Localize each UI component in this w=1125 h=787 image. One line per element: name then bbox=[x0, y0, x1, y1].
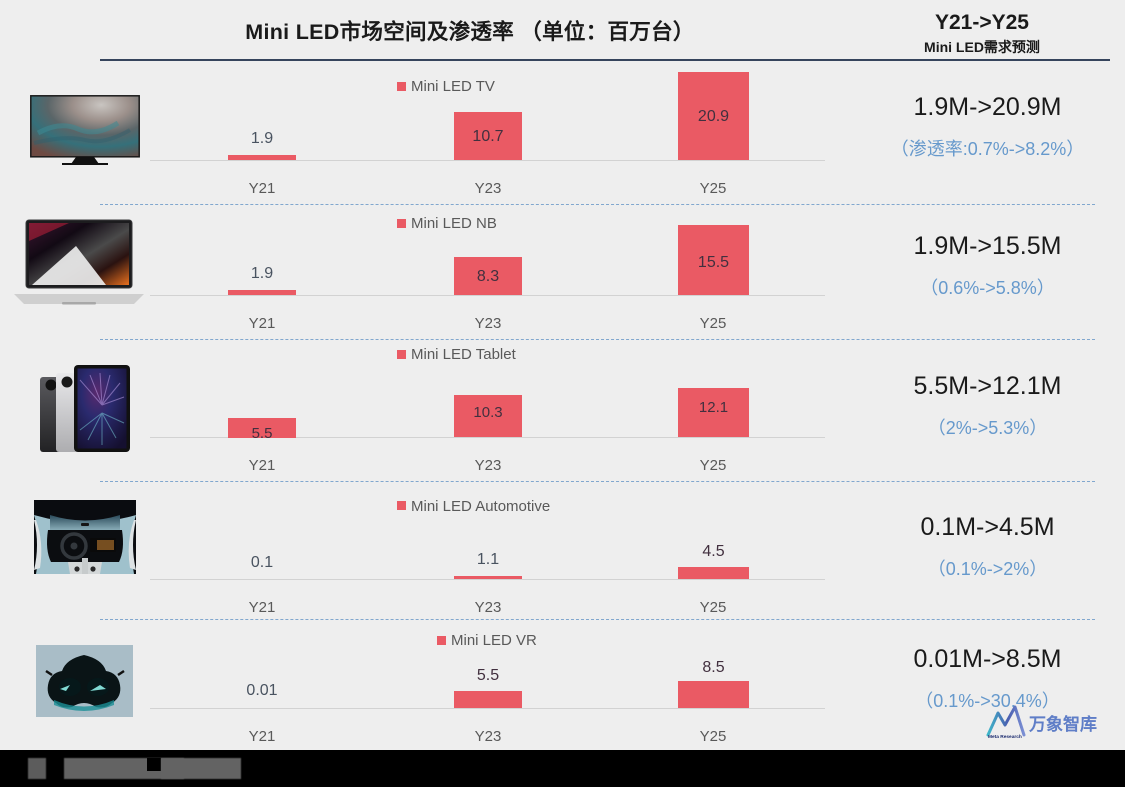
svg-text:Meta Research: Meta Research bbox=[988, 734, 1022, 739]
svg-text:万象智库: 万象智库 bbox=[1028, 714, 1097, 734]
